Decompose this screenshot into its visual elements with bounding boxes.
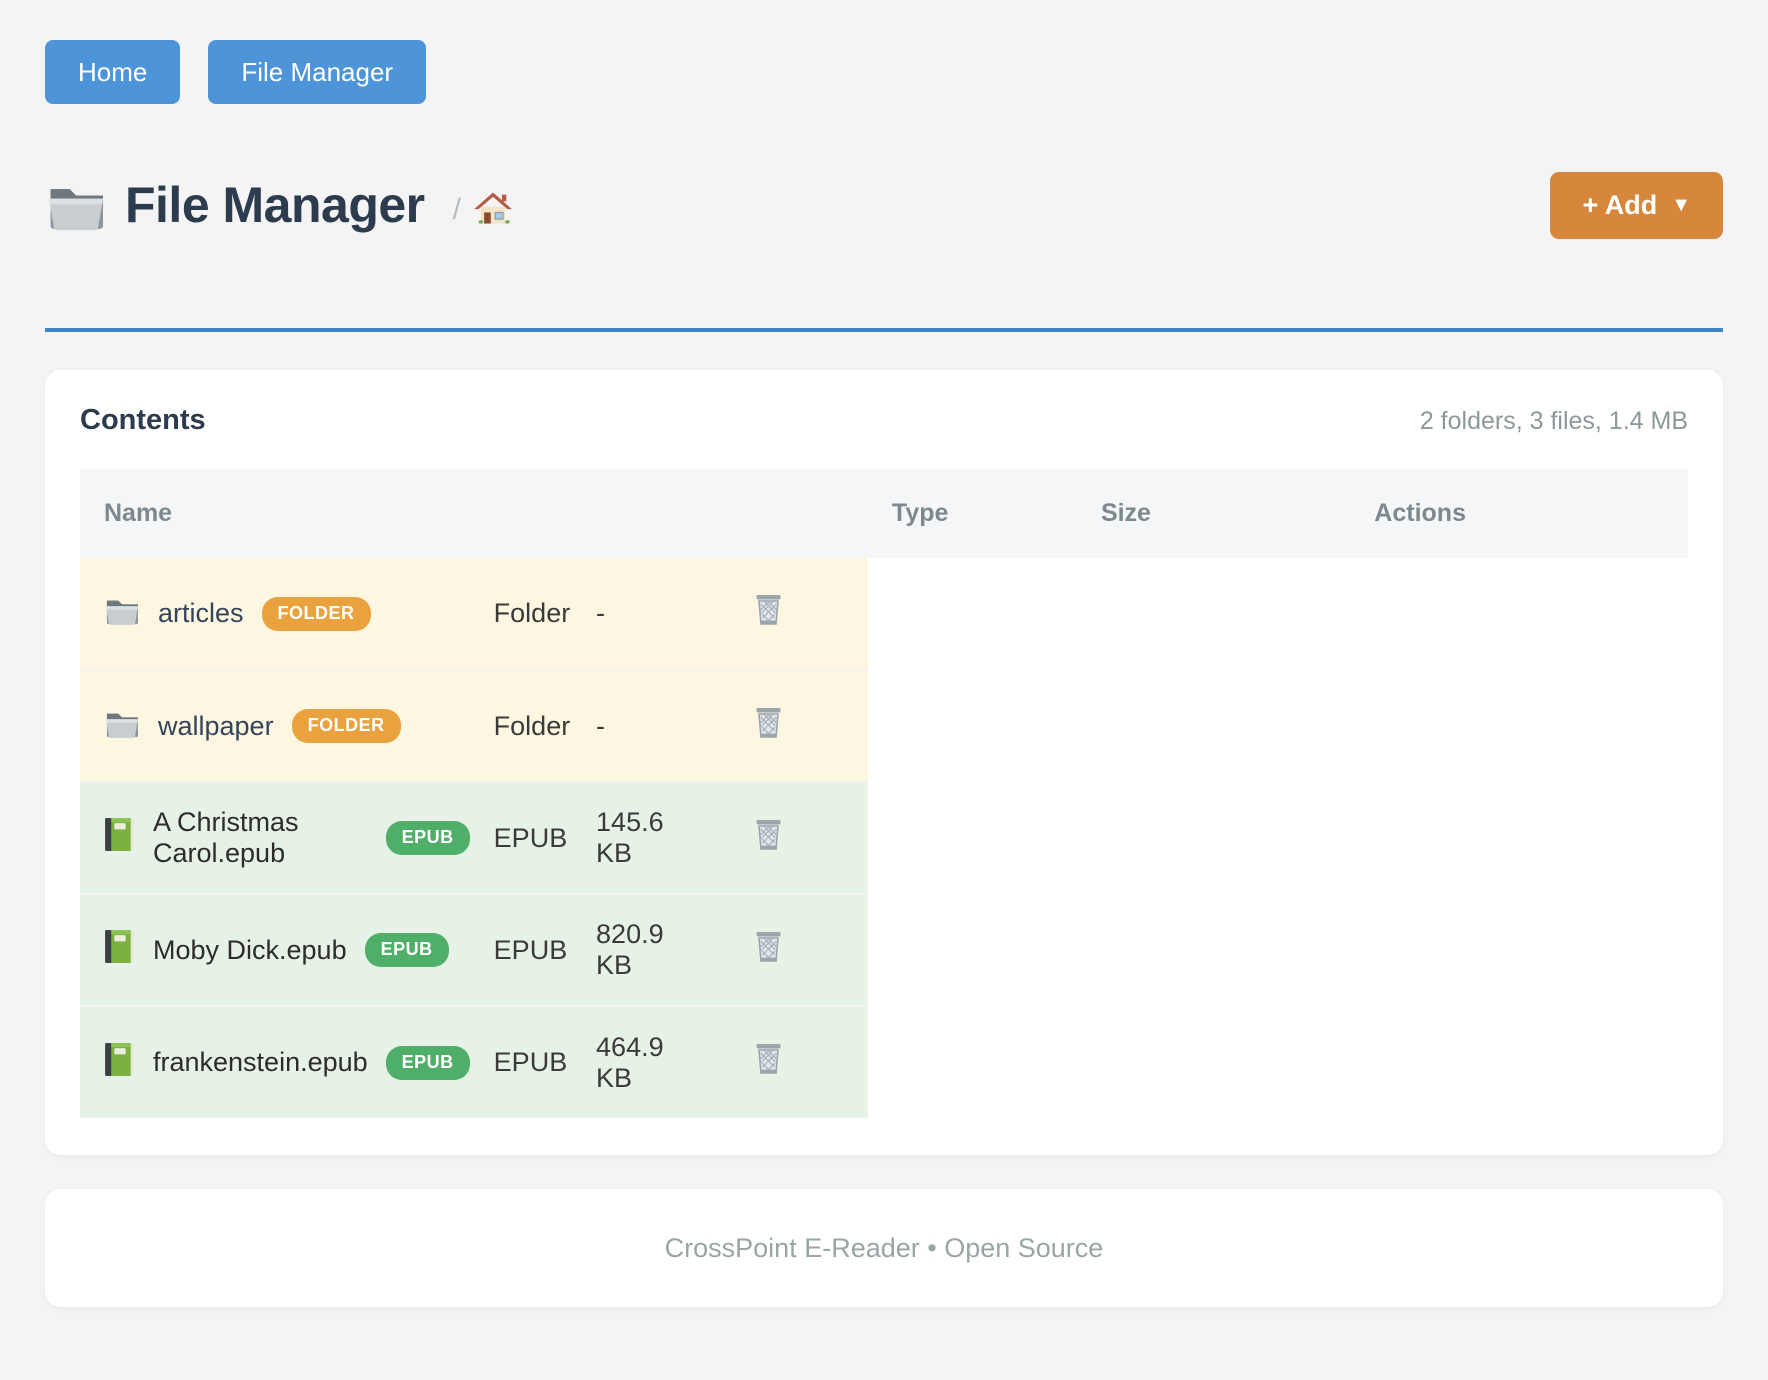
table-header-row: Name Type Size Actions: [80, 469, 1688, 558]
column-header-actions: Actions: [1350, 469, 1688, 558]
folder-icon: [104, 594, 140, 633]
name-cell[interactable]: A Christmas Carol.epub EPUB: [80, 781, 470, 894]
size-cell: -: [572, 558, 705, 670]
column-header-name: Name: [80, 469, 868, 558]
trash-icon: [753, 593, 784, 627]
trash-icon: [753, 706, 784, 740]
type-badge: EPUB: [364, 933, 449, 967]
column-header-size: Size: [1076, 469, 1351, 558]
type-cell: Folder: [469, 669, 573, 782]
file-name[interactable]: articles: [158, 598, 244, 628]
file-manager-button[interactable]: File Manager: [208, 40, 427, 104]
book-icon: [104, 817, 135, 859]
type-cell: EPUB: [469, 781, 573, 894]
size-cell: -: [572, 669, 705, 782]
file-table: Name Type Size Actions articles FOLDER F…: [80, 469, 1688, 1118]
breadcrumb: /: [453, 191, 513, 230]
type-badge: FOLDER: [291, 709, 401, 743]
top-nav: Home File Manager: [45, 40, 1723, 104]
type-cell: Folder: [469, 558, 573, 670]
contents-summary: 2 folders, 3 files, 1.4 MB: [1419, 407, 1688, 435]
file-name[interactable]: wallpaper: [158, 710, 274, 741]
delete-button[interactable]: [753, 593, 784, 627]
size-cell: 820.9 KB: [572, 893, 705, 1006]
table-body: articles FOLDER Folder - wallpaper: [80, 558, 868, 1118]
footer-card: CrossPoint E-Reader • Open Source: [45, 1189, 1723, 1307]
add-button[interactable]: + Add ▼: [1550, 171, 1723, 239]
type-badge: EPUB: [385, 1045, 470, 1080]
table-row[interactable]: articles FOLDER Folder -: [80, 558, 868, 670]
table-row[interactable]: frankenstein.epub EPUB EPUB 464.9 KB: [80, 1005, 868, 1118]
type-cell: EPUB: [469, 1005, 573, 1118]
trash-icon: [753, 1042, 784, 1076]
name-cell[interactable]: frankenstein.epub EPUB: [80, 1005, 470, 1118]
page-title: File Manager: [125, 177, 425, 233]
table-row[interactable]: wallpaper FOLDER Folder -: [80, 669, 868, 782]
type-badge: EPUB: [385, 821, 470, 855]
delete-button[interactable]: [753, 930, 784, 964]
table-row[interactable]: A Christmas Carol.epub EPUB EPUB 145.6 K…: [80, 781, 868, 894]
name-cell[interactable]: wallpaper FOLDER: [80, 669, 470, 782]
trash-icon: [753, 930, 784, 964]
folder-icon: [104, 707, 140, 746]
name-cell[interactable]: Moby Dick.epub EPUB: [80, 893, 470, 1006]
card-header: Contents 2 folders, 3 files, 1.4 MB: [80, 404, 1688, 437]
breadcrumb-separator: /: [452, 193, 461, 226]
home-button[interactable]: Home: [45, 40, 181, 104]
type-badge: FOLDER: [261, 596, 371, 631]
delete-button[interactable]: [753, 1042, 784, 1076]
table-row[interactable]: Moby Dick.epub EPUB EPUB 820.9 KB: [80, 893, 868, 1006]
title-row: File Manager / + Add ▼: [45, 168, 1723, 242]
folder-icon: [45, 178, 107, 232]
type-cell: EPUB: [469, 893, 573, 1006]
add-button-label: + Add: [1582, 189, 1658, 220]
book-icon: [104, 929, 135, 971]
trash-icon: [753, 818, 784, 852]
footer-text: CrossPoint E-Reader • Open Source: [664, 1232, 1104, 1263]
contents-card: Contents 2 folders, 3 files, 1.4 MB Name…: [45, 370, 1723, 1155]
caret-down-icon: ▼: [1671, 193, 1691, 216]
size-cell: 464.9 KB: [572, 1005, 705, 1118]
delete-button[interactable]: [753, 818, 784, 852]
delete-button[interactable]: [753, 706, 784, 740]
home-icon[interactable]: [473, 191, 513, 230]
file-name[interactable]: frankenstein.epub: [153, 1047, 368, 1077]
book-icon: [104, 1042, 135, 1084]
file-name[interactable]: A Christmas Carol.epub: [153, 807, 299, 868]
contents-heading: Contents: [80, 404, 206, 436]
name-cell[interactable]: articles FOLDER: [80, 558, 470, 670]
size-cell: 145.6 KB: [572, 781, 705, 894]
column-header-type: Type: [867, 469, 1077, 558]
title-divider: [45, 328, 1723, 332]
file-name[interactable]: Moby Dick.epub: [153, 934, 347, 965]
